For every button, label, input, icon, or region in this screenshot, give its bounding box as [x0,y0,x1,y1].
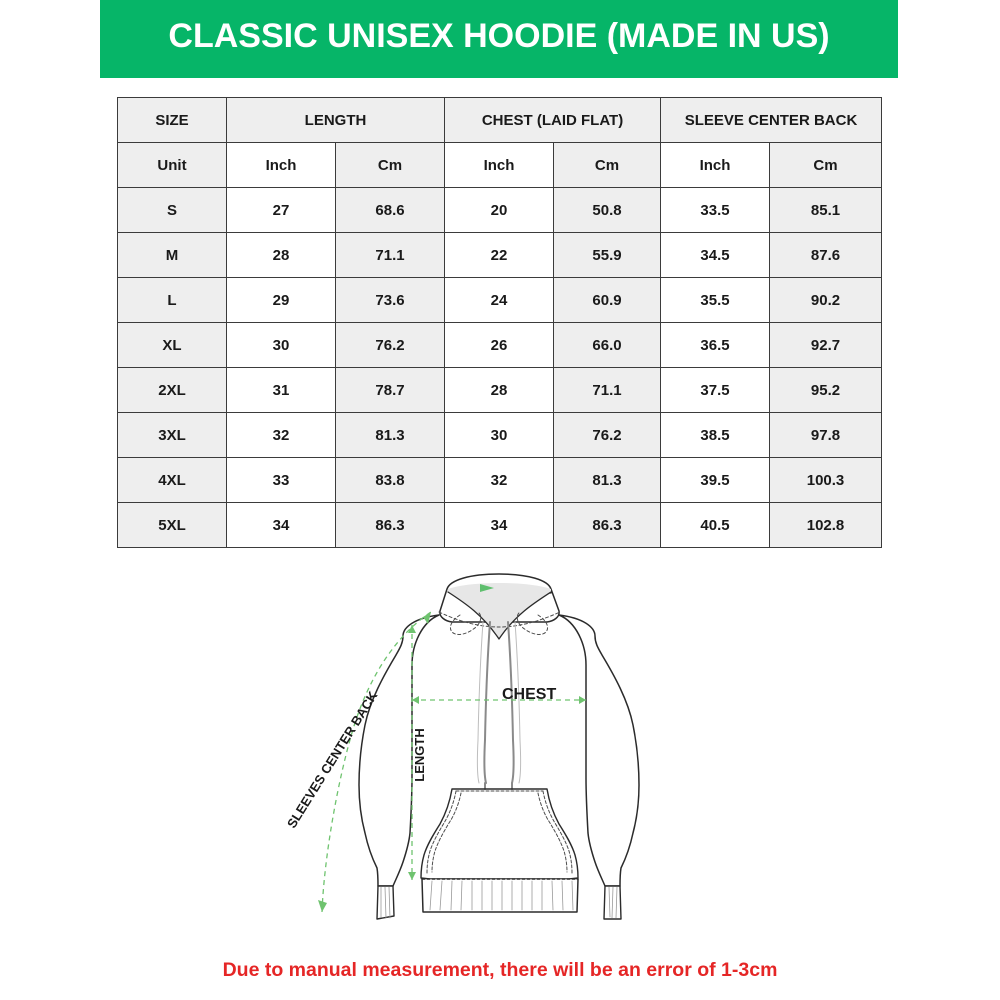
svg-text:LENGTH: LENGTH [412,728,427,781]
svg-text:CHEST: CHEST [502,686,556,703]
